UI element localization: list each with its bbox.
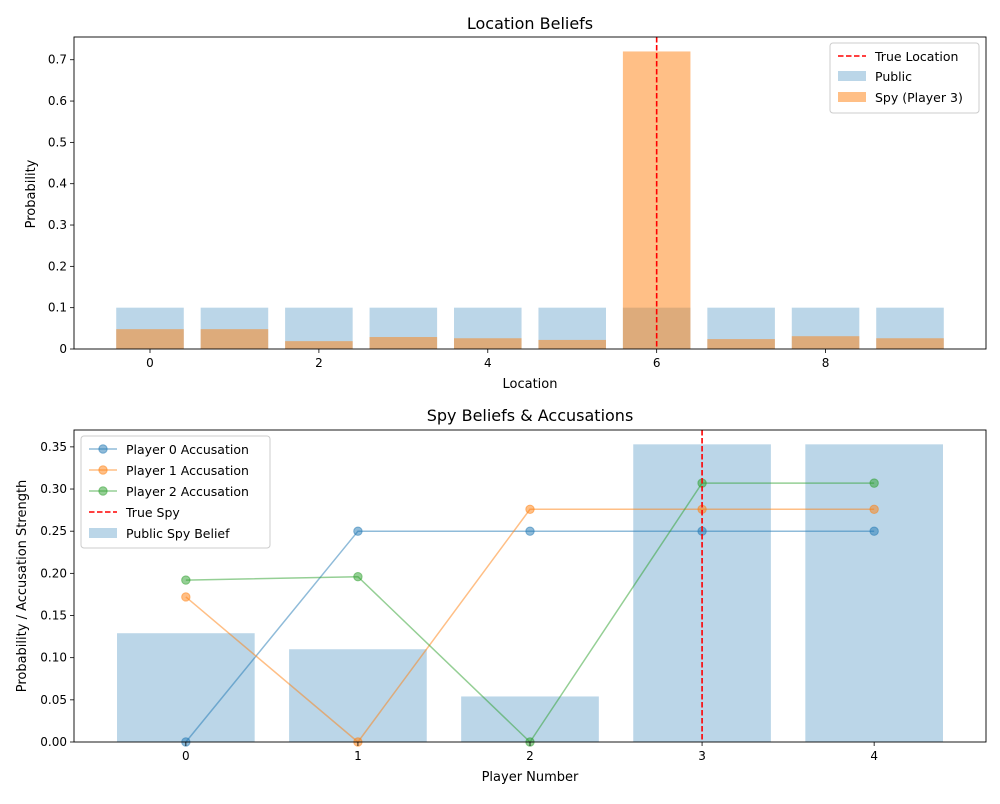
spy-beliefs-ytick-label: 0.35	[40, 440, 67, 454]
public-spy-belief-bar	[461, 696, 599, 742]
location-beliefs-chart: Location Beliefs 0 2 4 6 8 0 0.1 0.2 0.3 0.4 0.5 0.…	[24, 14, 987, 392]
spy-beliefs-chart: Spy Beliefs & Accusations 0 1 2 3 40.000.050…	[15, 406, 987, 785]
location-beliefs-ytick-label: 0.5	[48, 135, 67, 149]
spy-beliefs-xtick-label: 2	[526, 749, 534, 763]
legend-player-0-label: Player 0 Accusation	[126, 442, 249, 457]
spy-beliefs-plot-area: 0 1 2 3 4 0.00 0.05 0.10 0.15 0.20 0.25 0.30 0.35 Pla…	[40, 429, 987, 763]
location-beliefs-xtick-label: 6	[653, 356, 661, 370]
player-2-accusation-point	[181, 575, 191, 585]
spy-beliefs-xtick-label: 4	[870, 749, 878, 763]
public-spy-belief-bar	[805, 444, 943, 742]
legend-public-swatch	[838, 71, 866, 81]
legend-spy-swatch	[838, 92, 866, 102]
spy-location-bar	[285, 341, 353, 349]
spy-location-bar	[200, 329, 269, 349]
legend-player-0-swatch-marker	[98, 444, 108, 454]
location-beliefs-ytick-label: 0.4	[48, 177, 67, 191]
spy-location-bar	[116, 329, 184, 349]
player-1-accusation-point	[869, 504, 879, 514]
location-beliefs-ytick-label: 0.3	[48, 218, 67, 232]
spy-beliefs-ytick-label: 0.25	[40, 524, 67, 538]
location-beliefs-xtick-label: 8	[822, 356, 830, 370]
location-beliefs-axes-frame	[73, 36, 987, 350]
spy-beliefs-ytick-label: 0.10	[40, 651, 67, 665]
spy-beliefs-ylabel: Probability / Accusation Strength	[15, 480, 30, 693]
player-1-accusation-point	[525, 504, 535, 514]
player-1-accusation-point	[181, 592, 191, 602]
spy-location-bar	[707, 339, 775, 349]
legend-true-spy-label: True Spy	[125, 505, 180, 520]
player-2-accusation-point	[353, 572, 363, 582]
spy-beliefs-ytick-label: 0.00	[40, 735, 67, 749]
location-legend-box	[829, 42, 980, 114]
spy-beliefs-xlabel: Player Number	[482, 770, 579, 785]
legend-player-1-swatch-marker	[98, 465, 108, 475]
legend-player-2-swatch-marker	[98, 486, 108, 496]
legend-public-spy-belief-swatch	[89, 528, 117, 538]
location-beliefs-title: Location Beliefs	[467, 14, 593, 33]
spy-beliefs-ytick-label: 0.15	[40, 609, 67, 623]
location-beliefs-ytick-label: 0.6	[48, 94, 67, 108]
location-beliefs-plot-area: 0 2 4 6 8 0 0.1 0.2 0.3 0.4 0.5 0.6 0.7 True Location…	[48, 36, 987, 370]
spy-location-bar	[791, 336, 860, 349]
spy-beliefs-xtick-label: 1	[354, 749, 362, 763]
spy-location-bar	[876, 338, 944, 349]
player-0-accusation-point	[869, 526, 879, 536]
public-spy-belief-bar	[289, 649, 427, 742]
legend-player-2-label: Player 2 Accusation	[126, 484, 249, 499]
spy-beliefs-xtick-label: 3	[698, 749, 706, 763]
location-beliefs-xlabel: Location	[503, 377, 558, 392]
location-beliefs-ylabel: Probability	[24, 159, 39, 228]
spy-beliefs-ytick-label: 0.30	[40, 482, 67, 496]
location-beliefs-ytick-label: 0.1	[48, 301, 67, 315]
legend-true-location-label: True Location	[874, 49, 958, 64]
spy-beliefs-ytick-label: 0.20	[40, 566, 67, 580]
player-2-accusation-point	[869, 478, 879, 488]
spy-beliefs-xtick-label: 0	[182, 749, 190, 763]
spy-legend-box	[80, 435, 271, 549]
location-beliefs-ytick-label: 0.7	[48, 53, 67, 67]
spy-beliefs-ytick-label: 0.05	[40, 693, 67, 707]
location-beliefs-xtick-label: 2	[315, 356, 323, 370]
legend-public-label: Public	[875, 69, 912, 84]
spy-location-bar	[454, 338, 522, 349]
spy-location-bar	[369, 337, 438, 349]
spy-location-bar	[538, 339, 606, 349]
location-beliefs-ytick-label: 0	[59, 342, 67, 356]
legend-spy-label: Spy (Player 3)	[875, 90, 963, 105]
spy-beliefs-title: Spy Beliefs & Accusations	[427, 406, 634, 425]
location-beliefs-ytick-label: 0.2	[48, 259, 67, 273]
legend-public-spy-belief-label: Public Spy Belief	[126, 526, 230, 541]
player-0-accusation-point	[353, 526, 363, 536]
public-spy-belief-bar	[117, 633, 255, 742]
player-0-accusation-point	[525, 526, 535, 536]
legend-player-1-label: Player 1 Accusation	[126, 463, 249, 478]
location-beliefs-xtick-label: 4	[484, 356, 492, 370]
location-beliefs-xtick-label: 0	[146, 356, 154, 370]
